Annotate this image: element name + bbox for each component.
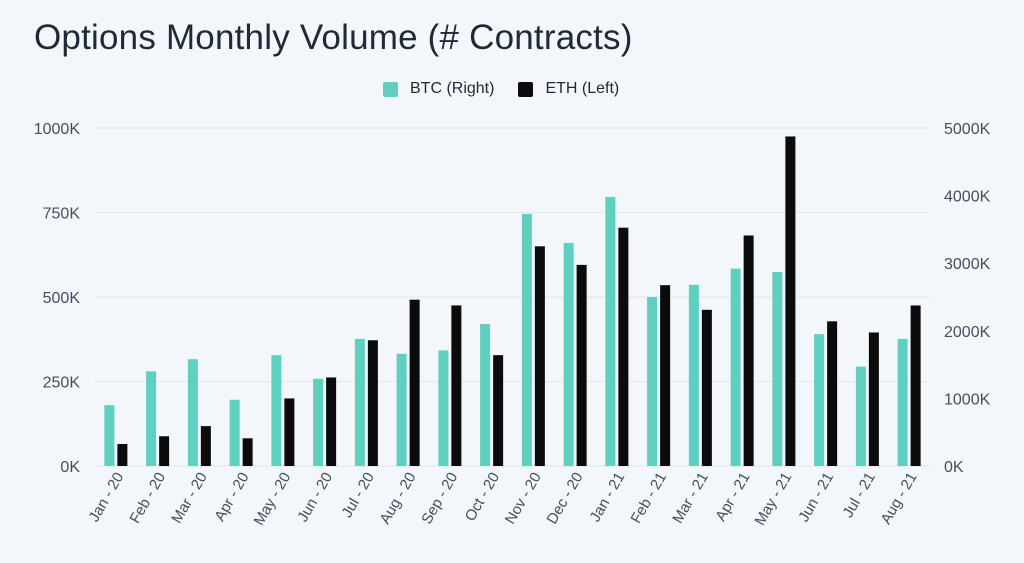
bar-eth[interactable]	[743, 235, 754, 466]
y-left-tick-label: 1000K	[34, 121, 81, 138]
gridlines	[95, 127, 930, 467]
bar-eth[interactable]	[618, 227, 629, 466]
x-tick-label: May - 20	[250, 470, 294, 529]
bar-btc[interactable]	[271, 355, 282, 466]
x-tick-label: Aug - 21	[878, 470, 921, 528]
x-tick-label: Sep - 20	[418, 470, 461, 528]
x-tick-label: Feb - 21	[627, 470, 670, 527]
bar-btc[interactable]	[897, 338, 908, 466]
bar-btc[interactable]	[396, 353, 407, 466]
y-right-tick-label: 4000K	[944, 189, 991, 206]
legend-label-eth: ETH (Left)	[545, 80, 620, 97]
legend-item-btc[interactable]: BTC (Right)	[383, 80, 494, 98]
y-left-tick-label: 500K	[43, 290, 81, 307]
bar-eth[interactable]	[200, 426, 211, 466]
chart-title: Options Monthly Volume (# Contracts)	[34, 18, 633, 57]
x-tick-label: Nov - 20	[502, 470, 545, 528]
y-axis-right: 0K 1000K 2000K 3000K 4000K 5000K	[944, 121, 991, 476]
legend-item-eth[interactable]: ETH (Left)	[518, 80, 619, 98]
x-tick-label: Jun - 21	[795, 470, 837, 525]
y-right-tick-label: 2000K	[944, 324, 991, 341]
bar-eth[interactable]	[785, 136, 796, 466]
y-right-tick-label: 1000K	[944, 391, 991, 408]
bar-eth[interactable]	[326, 377, 337, 466]
legend-label-btc: BTC (Right)	[410, 80, 495, 97]
x-tick-label: Jul - 21	[840, 470, 879, 521]
legend-swatch-btc	[383, 81, 398, 97]
bar-eth[interactable]	[409, 299, 420, 466]
legend-swatch-eth	[518, 81, 534, 97]
bar-btc[interactable]	[647, 297, 658, 466]
bar-btc[interactable]	[146, 371, 157, 466]
bars	[104, 136, 921, 466]
x-tick-label: Feb - 20	[126, 470, 169, 527]
y-axis-left: 0K 250K 500K 750K 1000K	[34, 121, 81, 476]
x-tick-label: Dec - 20	[544, 470, 587, 528]
x-tick-label: Oct - 20	[462, 470, 503, 525]
x-tick-label: Jun - 20	[294, 470, 336, 525]
y-left-tick-label: 0K	[60, 459, 80, 476]
bar-eth[interactable]	[576, 264, 587, 466]
bar-btc[interactable]	[814, 334, 825, 466]
bar-btc[interactable]	[480, 324, 491, 466]
bar-btc[interactable]	[563, 242, 574, 466]
x-tick-label: Apr - 21	[712, 470, 753, 525]
bar-eth[interactable]	[117, 444, 128, 466]
bar-btc[interactable]	[104, 405, 115, 466]
bar-btc[interactable]	[605, 196, 616, 466]
x-tick-label: Aug - 20	[377, 470, 420, 528]
x-tick-label: May - 21	[751, 470, 795, 529]
bar-eth[interactable]	[660, 285, 671, 466]
x-tick-label: Jan - 21	[587, 470, 629, 525]
bar-eth[interactable]	[493, 355, 504, 466]
y-right-tick-label: 5000K	[944, 121, 991, 138]
bar-btc[interactable]	[438, 350, 449, 466]
bar-eth[interactable]	[159, 436, 170, 466]
y-right-tick-label: 0K	[944, 459, 964, 476]
bar-eth[interactable]	[242, 438, 253, 466]
bar-eth[interactable]	[284, 398, 295, 466]
bar-eth[interactable]	[367, 340, 378, 466]
x-tick-label: Mar - 20	[168, 470, 211, 527]
x-tick-label: Jul - 20	[339, 470, 378, 521]
bar-btc[interactable]	[313, 378, 324, 466]
bar-btc[interactable]	[229, 399, 240, 466]
bar-btc[interactable]	[688, 284, 699, 466]
bar-btc[interactable]	[730, 268, 741, 466]
x-tick-label: Jan - 20	[86, 470, 128, 525]
bar-eth[interactable]	[827, 321, 838, 466]
x-tick-label: Mar - 21	[669, 470, 712, 527]
y-left-tick-label: 250K	[43, 375, 81, 392]
bar-eth[interactable]	[451, 305, 462, 466]
bar-btc[interactable]	[354, 338, 365, 466]
bar-btc[interactable]	[855, 366, 866, 466]
x-tick-label: Apr - 20	[211, 470, 252, 525]
bar-btc[interactable]	[187, 359, 198, 466]
bar-eth[interactable]	[534, 246, 545, 466]
bar-eth[interactable]	[868, 332, 879, 466]
bar-btc[interactable]	[521, 213, 532, 466]
y-right-tick-label: 3000K	[944, 256, 991, 273]
legend: BTC (Right) ETH (Left)	[383, 80, 619, 98]
bar-eth[interactable]	[701, 309, 712, 466]
y-left-tick-label: 750K	[43, 206, 81, 223]
bar-eth[interactable]	[910, 305, 921, 466]
bar-btc[interactable]	[772, 271, 783, 466]
